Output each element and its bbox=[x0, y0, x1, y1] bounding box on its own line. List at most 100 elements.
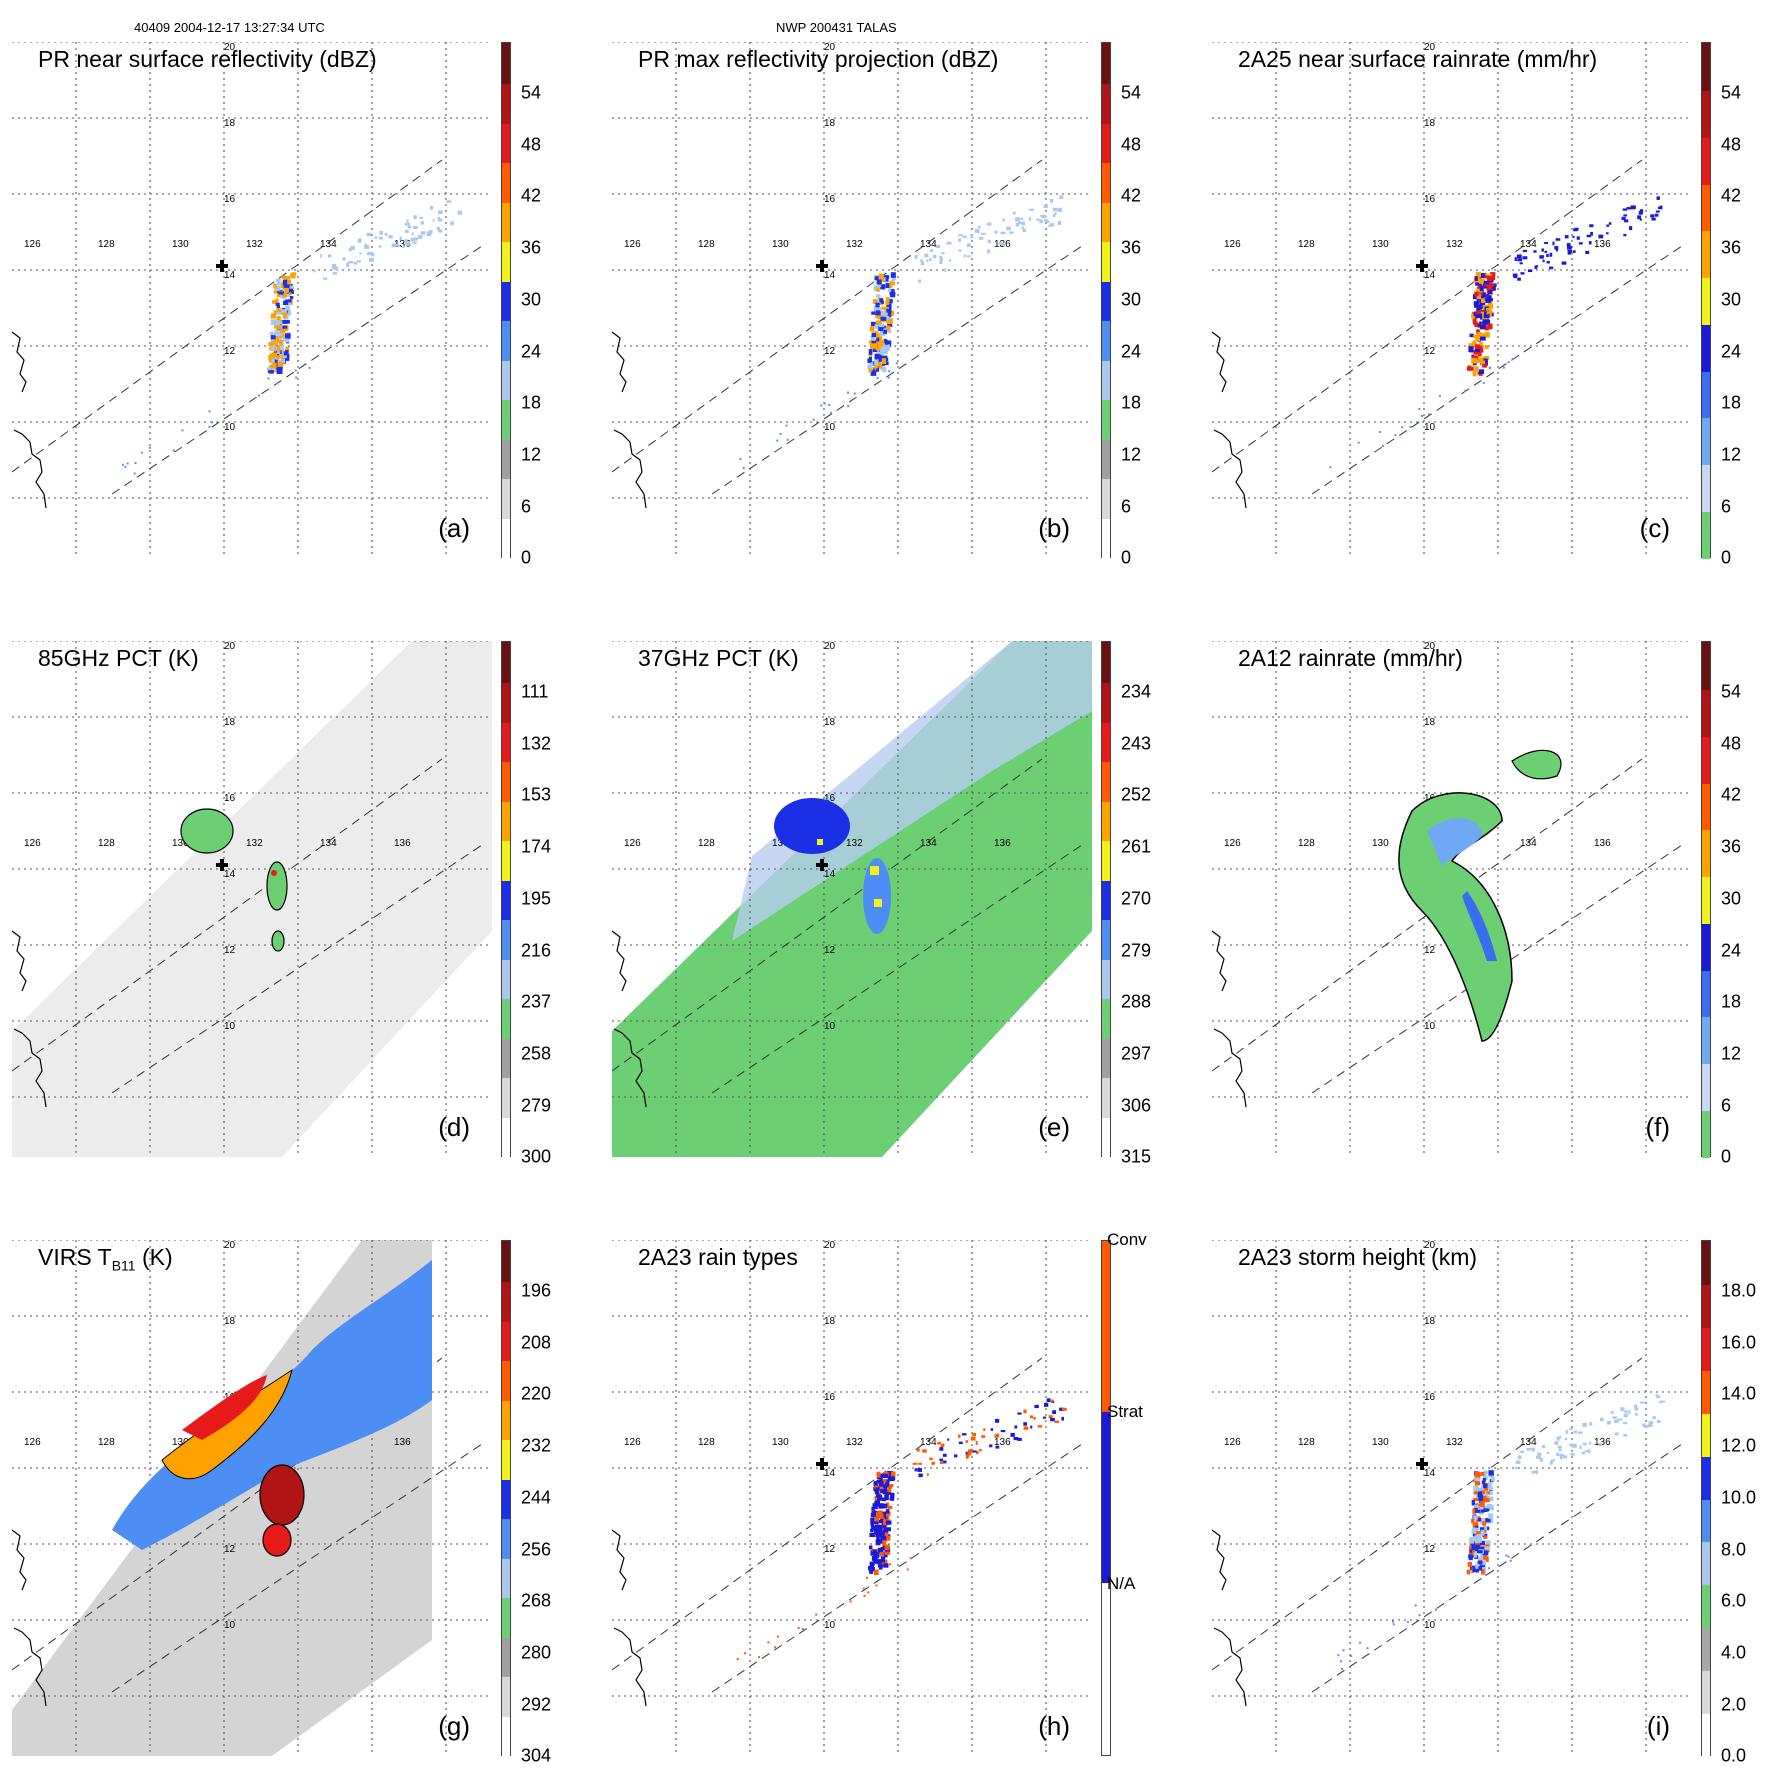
rain-pixel bbox=[391, 243, 396, 248]
rain-pixel bbox=[885, 325, 891, 331]
rain-pixel bbox=[279, 344, 284, 350]
rain-pixel bbox=[869, 1545, 873, 1550]
colorbar-segment bbox=[1102, 800, 1110, 842]
rain-pixel bbox=[1623, 233, 1627, 237]
map-i: 126 128 130 132 134 136 20 18 16 14 12 10 bbox=[1212, 1240, 1692, 1756]
rain-pixel bbox=[875, 366, 880, 372]
rain-pixel bbox=[1628, 1410, 1631, 1414]
panel-title: 2A23 rain types bbox=[638, 1244, 798, 1270]
rain-pixel bbox=[1029, 208, 1035, 211]
rain-pixel bbox=[885, 315, 889, 320]
colorbar-segment bbox=[1102, 438, 1110, 480]
rain-pixel bbox=[1610, 1411, 1614, 1414]
rain-pixel bbox=[1476, 1537, 1482, 1543]
rain-pixel bbox=[1482, 292, 1487, 298]
colorbar-segment bbox=[502, 918, 510, 960]
rain-pixel bbox=[884, 340, 889, 345]
rain-pixel bbox=[1471, 1499, 1476, 1506]
colorbar-segment bbox=[1102, 240, 1110, 282]
colorbar-segment bbox=[1102, 958, 1110, 1000]
rain-pixel bbox=[812, 418, 815, 421]
rain-pixel bbox=[880, 300, 884, 304]
rain-pixel bbox=[978, 236, 984, 240]
rain-pixel bbox=[882, 276, 889, 282]
colorbar-segment bbox=[1702, 1015, 1710, 1065]
rain-pixel bbox=[270, 319, 277, 325]
rain-pixel bbox=[880, 1551, 884, 1557]
colorbar-segment bbox=[1702, 735, 1710, 784]
rain-pixel bbox=[1469, 1549, 1475, 1553]
rain-pixel bbox=[384, 233, 388, 236]
rain-pixel bbox=[998, 242, 1004, 246]
swath-edge bbox=[1212, 1357, 1643, 1671]
rain-pixel bbox=[876, 1560, 883, 1565]
rain-pixel bbox=[1478, 1560, 1483, 1565]
rain-pixel bbox=[1484, 1546, 1490, 1551]
colorbar-tick: 12 bbox=[521, 444, 542, 465]
rain-pixel bbox=[1608, 222, 1612, 225]
rain-core bbox=[1462, 891, 1497, 961]
colorbar-tick: 174 bbox=[521, 836, 552, 857]
rain-pixel bbox=[869, 1568, 874, 1574]
colorbar-segment bbox=[502, 280, 510, 322]
rain-pixel bbox=[1357, 441, 1360, 444]
rain-pixel bbox=[958, 238, 962, 242]
rain-pixel bbox=[879, 298, 884, 303]
colorbar-tick: 36 bbox=[521, 237, 542, 258]
rain-pixel bbox=[1472, 313, 1478, 319]
lon-label: 136 bbox=[394, 1437, 411, 1448]
rain-pixel bbox=[847, 405, 850, 408]
rain-pixel bbox=[1655, 210, 1660, 213]
rain-pixel bbox=[885, 300, 889, 306]
lat-label: 14 bbox=[824, 1468, 836, 1479]
rain-pixel bbox=[285, 306, 290, 311]
rain-pixel bbox=[876, 1471, 881, 1478]
rain-pixel bbox=[1478, 311, 1484, 315]
rain-pixel bbox=[1486, 275, 1493, 282]
rain-pixel bbox=[1406, 1621, 1409, 1624]
rain-pixel bbox=[939, 259, 943, 263]
colorbar-segment bbox=[1102, 201, 1110, 243]
colorbar-segment bbox=[1702, 922, 1710, 971]
header-storm-name: NWP 200431 TALAS bbox=[776, 20, 897, 35]
rain-pixel bbox=[1483, 1535, 1488, 1539]
lon-label: 132 bbox=[846, 1437, 863, 1448]
rain-pixel bbox=[887, 376, 890, 379]
rain-pixel bbox=[1017, 1412, 1022, 1415]
rain-pixel bbox=[967, 1451, 972, 1456]
rain-pixel bbox=[450, 221, 454, 226]
lon-label: 128 bbox=[98, 1437, 115, 1448]
map-plot-i: 126 128 130 132 134 136 20 18 16 14 12 10 bbox=[1212, 1240, 1692, 1756]
lon-label: 136 bbox=[1594, 239, 1611, 250]
rain-pixel bbox=[1471, 1550, 1476, 1555]
rain-pixel bbox=[886, 303, 892, 310]
rain-pixel bbox=[1578, 242, 1583, 245]
rain-pixel bbox=[1473, 350, 1479, 355]
rain-pixel bbox=[1053, 213, 1056, 218]
colorbar-segment bbox=[1102, 161, 1110, 203]
colorbar-segment bbox=[1702, 969, 1710, 1018]
rain-pixel bbox=[1556, 1452, 1560, 1457]
rain-pixel bbox=[1559, 1453, 1565, 1457]
lat-label: 14 bbox=[224, 869, 236, 880]
rain-pixel bbox=[931, 1461, 935, 1465]
rain-pixel bbox=[1566, 243, 1571, 247]
rain-pixel bbox=[887, 1470, 894, 1477]
swath-edge bbox=[1311, 1443, 1683, 1693]
colorbar-tick: 36 bbox=[1121, 237, 1142, 258]
rain-pixel bbox=[134, 462, 137, 465]
rain-pixel bbox=[276, 305, 280, 309]
rain-pixel bbox=[313, 269, 316, 273]
panel-label: (d) bbox=[438, 1112, 470, 1142]
lon-label: 128 bbox=[1298, 838, 1315, 849]
colorbar-segment bbox=[1702, 1712, 1710, 1757]
rain-pixel bbox=[888, 370, 891, 373]
colorbar-tick: 16.0 bbox=[1721, 1332, 1757, 1353]
rain-pixel bbox=[744, 1652, 747, 1655]
lon-label: 134 bbox=[920, 838, 937, 849]
colorbar-tick: 54 bbox=[1721, 681, 1742, 702]
rain-pixel bbox=[126, 462, 129, 465]
rain-pixel bbox=[1482, 1550, 1489, 1556]
rain-pixel bbox=[888, 1483, 894, 1488]
rain-pixel bbox=[1339, 1660, 1342, 1663]
